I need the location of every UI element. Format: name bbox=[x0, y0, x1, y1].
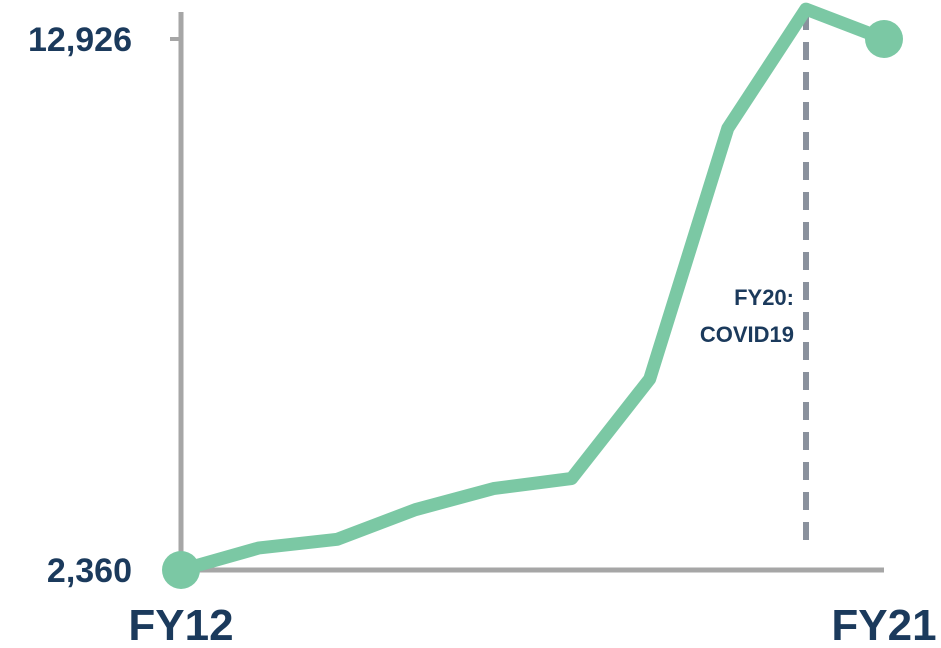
data-point-first bbox=[162, 551, 200, 589]
x-tick-label-first: FY12 bbox=[128, 601, 233, 648]
series-line bbox=[174, 2, 891, 577]
data-point-last bbox=[865, 20, 903, 58]
x-tick-label-last: FY21 bbox=[831, 601, 936, 648]
annotation-line-2: COVID19 bbox=[700, 322, 794, 347]
annotation-line-1: FY20: bbox=[734, 285, 794, 310]
y-tick-label-max: 12,926 bbox=[28, 21, 132, 59]
y-tick-label-min: 2,360 bbox=[47, 552, 132, 590]
data-points bbox=[162, 20, 903, 589]
